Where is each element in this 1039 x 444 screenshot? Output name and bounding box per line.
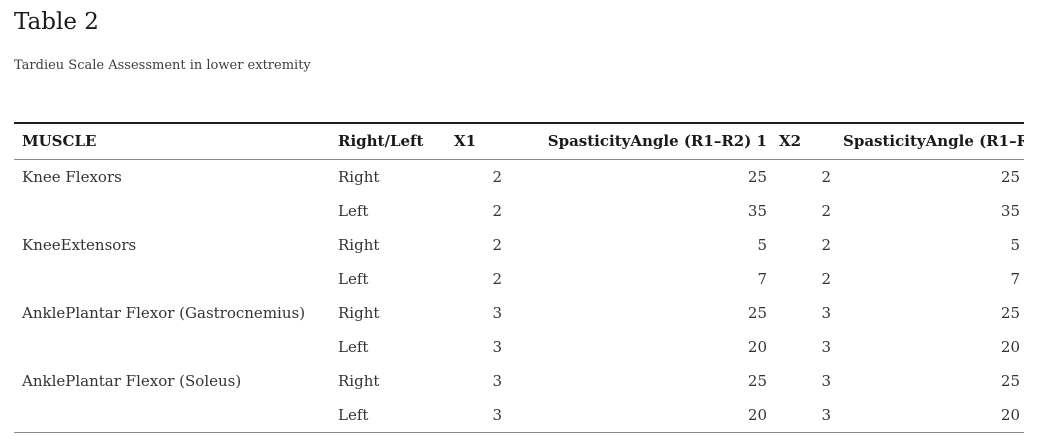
table-cell-right-left: Left [338,202,369,220]
table-cell-x1: 3 [492,338,502,356]
table-title: Table 2 [14,9,99,35]
table-cell-spasticity-angle-2: 25 [1000,372,1020,390]
table-cell-spasticity-angle-1: 25 [747,304,767,322]
table-cell-x2: 2 [821,236,831,254]
table-cell-right-left: Right [338,236,380,254]
table-cell-spasticity-angle-1: 20 [747,406,767,424]
table-cell-spasticity-angle-1: 25 [747,168,767,186]
table-cell-right-left: Left [338,270,369,288]
table-row: AnklePlantar Flexor (Gastrocnemius) Right… [14,296,1024,330]
table-cell-x2: 3 [821,304,831,322]
table-cell-muscle: AnklePlantar Flexor (Soleus) [22,372,242,390]
table-cell-spasticity-angle-1: 25 [747,372,767,390]
table-cell-x1: 2 [492,236,502,254]
table-cell-muscle [14,398,330,433]
table-cell-x2: 3 [821,338,831,356]
table-row: Knee Flexors Right 2 25 2 25 [14,160,1024,195]
table-cell-spasticity-angle-1: 5 [757,236,767,254]
table-head: MUSCLE Right/Left X1 SpasticityAngle (R1–R2… [14,123,1024,160]
table-cell-x2: 2 [821,202,831,220]
table-header-row: MUSCLE Right/Left X1 SpasticityAngle (R1–R2… [14,123,1024,160]
table-cell-spasticity-angle-2: 5 [1010,236,1020,254]
table-cell-x2: 2 [821,168,831,186]
table-cell-x1: 2 [492,270,502,288]
table-cell-x1: 3 [492,406,502,424]
table-cell-spasticity-angle-2: 25 [1000,168,1020,186]
table-cell-x1: 3 [492,304,502,322]
table-cell-right-left: Left [338,338,369,356]
table-cell-x2: 2 [821,270,831,288]
table-cell-x1: 3 [492,372,502,390]
table-row: AnklePlantar Flexor (Soleus) Right 3 25 3 25 [14,364,1024,398]
table-cell-muscle [14,262,330,296]
table-row: Left 3 20 3 20 [14,398,1024,433]
table-cell-spasticity-angle-2: 35 [1000,202,1020,220]
table-body: Knee Flexors Right 2 25 2 25 Left 2 35 2 35 KneeExt… [14,160,1024,433]
table-cell-muscle [14,330,330,364]
table-cell-muscle: KneeExtensors [22,236,137,254]
table-cell-x2: 3 [821,406,831,424]
table-cell-right-left: Right [338,372,380,390]
tardieu-scale-table: MUSCLE Right/Left X1 SpasticityAngle (R1–R2… [14,122,1024,433]
table-row: Left 2 7 2 7 [14,262,1024,296]
table-subtitle: Tardieu Scale Assessment in lower extrem… [14,58,311,73]
table-cell-spasticity-angle-1: 20 [747,338,767,356]
table-cell-x1: 2 [492,168,502,186]
table-cell-x1: 2 [492,202,502,220]
table-cell-spasticity-angle-2: 20 [1000,406,1020,424]
column-header-spasticity-angle-2: SpasticityAngle (R1–R2) 2 [835,123,1024,160]
column-header-x1: X1 [446,123,506,160]
table-cell-spasticity-angle-2: 7 [1010,270,1020,288]
table-row: Left 2 35 2 35 [14,194,1024,228]
table-cell-spasticity-angle-2: 25 [1000,304,1020,322]
table-row: Left 3 20 3 20 [14,330,1024,364]
table-row: KneeExtensors Right 2 5 2 5 [14,228,1024,262]
table-cell-x2: 3 [821,372,831,390]
table-cell-spasticity-angle-1: 35 [747,202,767,220]
table-cell-right-left: Right [338,304,380,322]
column-header-x2: X2 [771,123,835,160]
column-header-right-left: Right/Left [330,123,446,160]
table-cell-muscle: AnklePlantar Flexor (Gastrocnemius) [22,304,306,322]
table-cell-right-left: Left [338,406,369,424]
column-header-spasticity-angle-1: SpasticityAngle (R1–R2) 1 [506,123,771,160]
table-cell-spasticity-angle-1: 7 [757,270,767,288]
column-header-muscle: MUSCLE [14,123,330,160]
table-cell-muscle: Knee Flexors [22,168,122,186]
table-cell-right-left: Right [338,168,380,186]
table-cell-muscle [14,194,330,228]
table-cell-spasticity-angle-2: 20 [1000,338,1020,356]
